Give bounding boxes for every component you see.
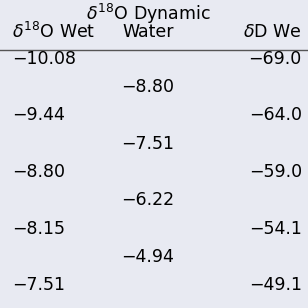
Text: −7.51: −7.51 [12, 276, 65, 294]
Text: Water: Water [122, 23, 174, 41]
Text: −10.08: −10.08 [12, 50, 76, 67]
Text: −8.80: −8.80 [12, 163, 65, 181]
Text: −64.0: −64.0 [249, 106, 302, 124]
Text: −8.15: −8.15 [12, 220, 65, 237]
Text: −54.1: −54.1 [249, 220, 302, 237]
Text: −4.94: −4.94 [121, 248, 174, 266]
Text: −69.0: −69.0 [249, 50, 302, 67]
Text: $\delta^{18}$O Dynamic: $\delta^{18}$O Dynamic [86, 2, 210, 26]
Text: −8.80: −8.80 [121, 78, 174, 96]
Text: −6.22: −6.22 [121, 191, 174, 209]
Text: $\delta^{18}$O Wet: $\delta^{18}$O Wet [12, 22, 95, 43]
Text: −7.51: −7.51 [121, 135, 174, 152]
Text: −49.1: −49.1 [249, 276, 302, 294]
Text: −9.44: −9.44 [12, 106, 65, 124]
Text: $\delta$D We: $\delta$D We [243, 23, 302, 41]
Text: −59.0: −59.0 [249, 163, 302, 181]
